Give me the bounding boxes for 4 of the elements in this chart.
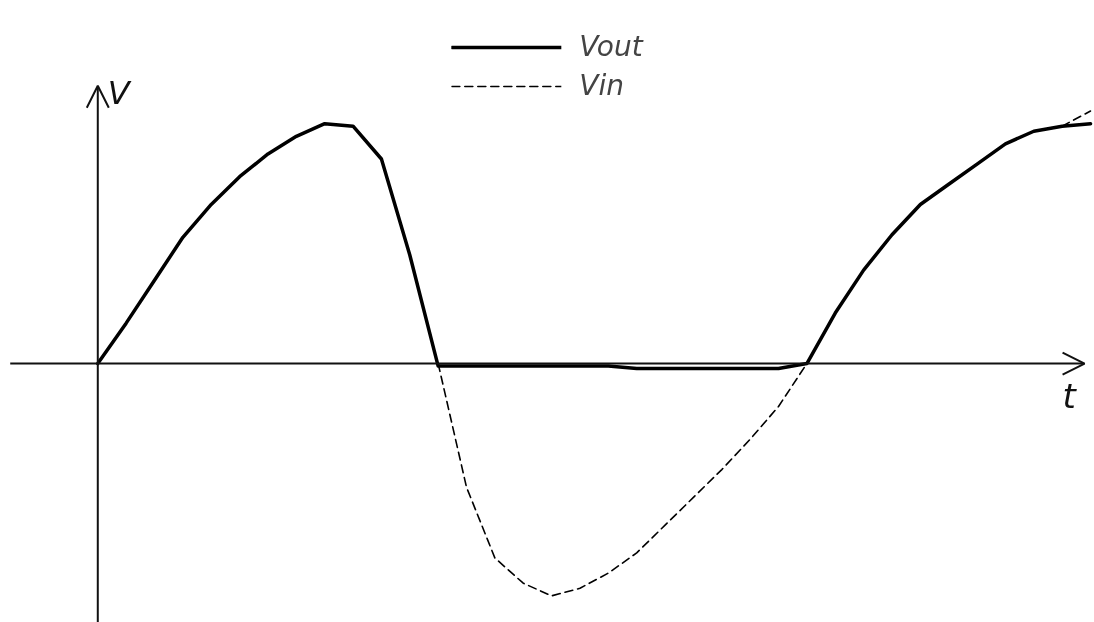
legend-label: Vin [579,69,624,102]
legend-label: Vout [579,30,643,63]
y-axis-title: V [107,73,132,112]
x-axis-title: t [1062,375,1078,416]
